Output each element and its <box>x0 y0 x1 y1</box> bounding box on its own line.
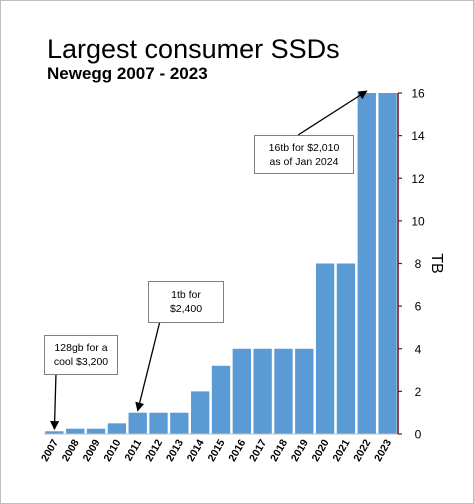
y-tick-label-4: 4 <box>415 342 422 356</box>
chart-subtitle: Newegg 2007 - 2023 <box>47 64 208 83</box>
bar-2009 <box>86 428 106 434</box>
annotation-line: cool $3,200 <box>53 356 109 368</box>
bar-2021 <box>336 263 356 434</box>
bar-2007 <box>45 431 64 434</box>
bar-2012 <box>149 412 168 434</box>
x-tick-label-2021: 2021 <box>330 437 352 463</box>
annotation-arrow-2011 <box>135 320 161 412</box>
x-tick-label-2016: 2016 <box>226 437 248 463</box>
bar-2019 <box>295 348 314 434</box>
x-tick-label-2023: 2023 <box>372 437 394 463</box>
y-tick-label-6: 6 <box>415 300 422 314</box>
annotation-arrow-2007 <box>50 372 60 431</box>
bars-layer <box>45 93 397 435</box>
x-tick-label-2022: 2022 <box>351 437 373 463</box>
x-tick-label-2007: 2007 <box>39 437 61 463</box>
x-tick-label-2019: 2019 <box>289 437 311 463</box>
y-tick-label-0: 0 <box>415 428 422 442</box>
y-tick-label-2: 2 <box>415 385 422 399</box>
bar-2020 <box>315 263 335 434</box>
annotation-callout-2022: 16tb for $2,010 as of Jan 2024 <box>254 135 354 174</box>
bar-2022 <box>357 93 376 434</box>
bar-2008 <box>66 428 85 434</box>
annotation-line: as of Jan 2024 <box>269 155 339 168</box>
annotation-arrow-2022 <box>297 90 368 136</box>
y-tick-label-8: 8 <box>415 257 422 271</box>
bar-2016 <box>232 348 251 434</box>
y-tick-label-10: 10 <box>411 214 425 228</box>
y-tick-label-12: 12 <box>411 172 425 186</box>
x-tick-label-2010: 2010 <box>101 437 123 463</box>
y-tick-label-14: 14 <box>411 129 425 143</box>
x-tick-label-2015: 2015 <box>206 437 228 463</box>
bar-2015 <box>211 365 231 434</box>
x-tick-label-2014: 2014 <box>185 437 207 463</box>
bar-2010 <box>107 423 127 434</box>
bar-2014 <box>191 391 210 435</box>
bar-2018 <box>274 348 293 434</box>
y-tick-label-16: 16 <box>411 87 425 101</box>
bar-2023 <box>378 93 397 434</box>
annotation-callout-2007: 128gb for a cool $3,200 <box>44 335 118 375</box>
x-tick-label-2012: 2012 <box>143 437 165 463</box>
annotation-line: $2,400 <box>169 303 203 315</box>
annotation-line: 16tb for $2,010 <box>268 141 340 154</box>
y-axis-label: TB <box>428 253 445 273</box>
bar-2011 <box>128 412 147 434</box>
bar-2017 <box>253 348 272 434</box>
annotation-arrows <box>50 90 368 431</box>
annotation-callout-2011: 1tb for $2,400 <box>148 281 224 323</box>
x-tick-label-2018: 2018 <box>268 437 290 463</box>
annotation-line: 1tb for <box>171 289 201 301</box>
bar-2013 <box>170 412 189 434</box>
chart-title: Largest consumer SSDs <box>47 34 340 64</box>
x-tick-label-2009: 2009 <box>81 437 103 463</box>
x-tick-label-2020: 2020 <box>310 437 332 463</box>
x-tick-label-2011: 2011 <box>123 437 145 463</box>
x-tick-label-2013: 2013 <box>164 437 186 463</box>
x-tick-label-2017: 2017 <box>247 437 269 463</box>
annotation-line: 128gb for a <box>54 342 108 354</box>
x-tick-label-2008: 2008 <box>60 437 82 463</box>
